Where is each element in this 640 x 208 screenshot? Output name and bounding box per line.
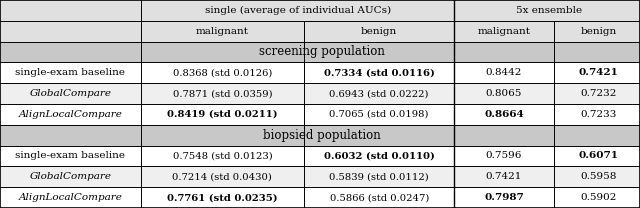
Text: 0.7065 (std 0.0198): 0.7065 (std 0.0198)	[330, 110, 429, 119]
Bar	[141, 62, 304, 83]
Bar	[454, 104, 554, 125]
Text: single-exam baseline: single-exam baseline	[15, 68, 125, 77]
Bar	[304, 62, 454, 83]
Text: 0.5902: 0.5902	[580, 193, 616, 202]
Bar	[554, 187, 640, 208]
Text: 0.8368 (std 0.0126): 0.8368 (std 0.0126)	[173, 68, 272, 77]
Text: 0.7871 (std 0.0359): 0.7871 (std 0.0359)	[173, 89, 272, 98]
Text: 0.7987: 0.7987	[484, 193, 524, 202]
Text: 0.7548 (std 0.0123): 0.7548 (std 0.0123)	[173, 151, 272, 161]
Text: biopsied population: biopsied population	[263, 129, 380, 142]
Text: malignant: malignant	[477, 27, 531, 36]
Bar	[454, 166, 554, 187]
Bar	[554, 166, 640, 187]
Bar	[0, 83, 141, 104]
Text: 0.8664: 0.8664	[484, 110, 524, 119]
Bar	[304, 83, 454, 104]
Bar	[0, 187, 141, 208]
Text: 0.7334 (std 0.0116): 0.7334 (std 0.0116)	[324, 68, 435, 77]
Bar	[554, 21, 640, 42]
Text: 0.8442: 0.8442	[486, 68, 522, 77]
Bar	[454, 146, 554, 166]
Text: screening population: screening population	[259, 46, 385, 58]
Bar	[554, 83, 640, 104]
Text: 0.6943 (std 0.0222): 0.6943 (std 0.0222)	[330, 89, 429, 98]
Bar	[454, 62, 554, 83]
Bar	[304, 21, 454, 42]
Bar	[141, 166, 304, 187]
Text: GlobalCompare: GlobalCompare	[29, 172, 111, 181]
Bar	[454, 83, 554, 104]
Bar	[304, 104, 454, 125]
Bar	[0, 0, 141, 21]
Text: 0.7214 (std 0.0430): 0.7214 (std 0.0430)	[172, 172, 273, 181]
Bar	[141, 146, 304, 166]
Text: 0.7421: 0.7421	[486, 172, 522, 181]
Bar	[304, 166, 454, 187]
Bar	[304, 0, 454, 21]
Bar	[0, 146, 141, 166]
Text: benign: benign	[580, 27, 616, 36]
Bar	[141, 104, 304, 125]
Text: 0.5958: 0.5958	[580, 172, 616, 181]
Text: AlignLocalCompare: AlignLocalCompare	[19, 193, 122, 202]
Bar	[0, 166, 141, 187]
Bar	[141, 0, 304, 21]
Text: 0.5866 (std 0.0247): 0.5866 (std 0.0247)	[330, 193, 429, 202]
Bar	[141, 21, 304, 42]
Text: 0.7232: 0.7232	[580, 89, 616, 98]
Text: benign: benign	[361, 27, 397, 36]
Text: single (average of individual AUCs): single (average of individual AUCs)	[205, 6, 390, 15]
Bar	[554, 62, 640, 83]
Text: GlobalCompare: GlobalCompare	[29, 89, 111, 98]
Bar	[0, 125, 640, 146]
Text: 0.6032 (std 0.0110): 0.6032 (std 0.0110)	[324, 151, 435, 161]
Bar	[141, 187, 304, 208]
Text: malignant: malignant	[196, 27, 249, 36]
Bar	[554, 146, 640, 166]
Text: 0.5839 (std 0.0112): 0.5839 (std 0.0112)	[330, 172, 429, 181]
Bar	[0, 104, 141, 125]
Text: 0.8419 (std 0.0211): 0.8419 (std 0.0211)	[167, 110, 278, 119]
Bar	[141, 83, 304, 104]
Text: 0.7421: 0.7421	[579, 68, 618, 77]
Bar	[0, 21, 141, 42]
Bar	[304, 146, 454, 166]
Bar	[454, 187, 554, 208]
Text: 0.6071: 0.6071	[579, 151, 618, 161]
Bar	[554, 104, 640, 125]
Text: 0.7596: 0.7596	[486, 151, 522, 161]
Bar	[304, 187, 454, 208]
Bar	[0, 42, 640, 62]
Text: 5x ensemble: 5x ensemble	[516, 6, 582, 15]
Text: AlignLocalCompare: AlignLocalCompare	[19, 110, 122, 119]
Bar	[454, 21, 554, 42]
Text: 0.7233: 0.7233	[580, 110, 616, 119]
Text: single-exam baseline: single-exam baseline	[15, 151, 125, 161]
Text: 0.7761 (std 0.0235): 0.7761 (std 0.0235)	[167, 193, 278, 202]
Bar	[454, 0, 554, 21]
Bar	[554, 0, 640, 21]
Bar	[0, 62, 141, 83]
Text: 0.8065: 0.8065	[486, 89, 522, 98]
